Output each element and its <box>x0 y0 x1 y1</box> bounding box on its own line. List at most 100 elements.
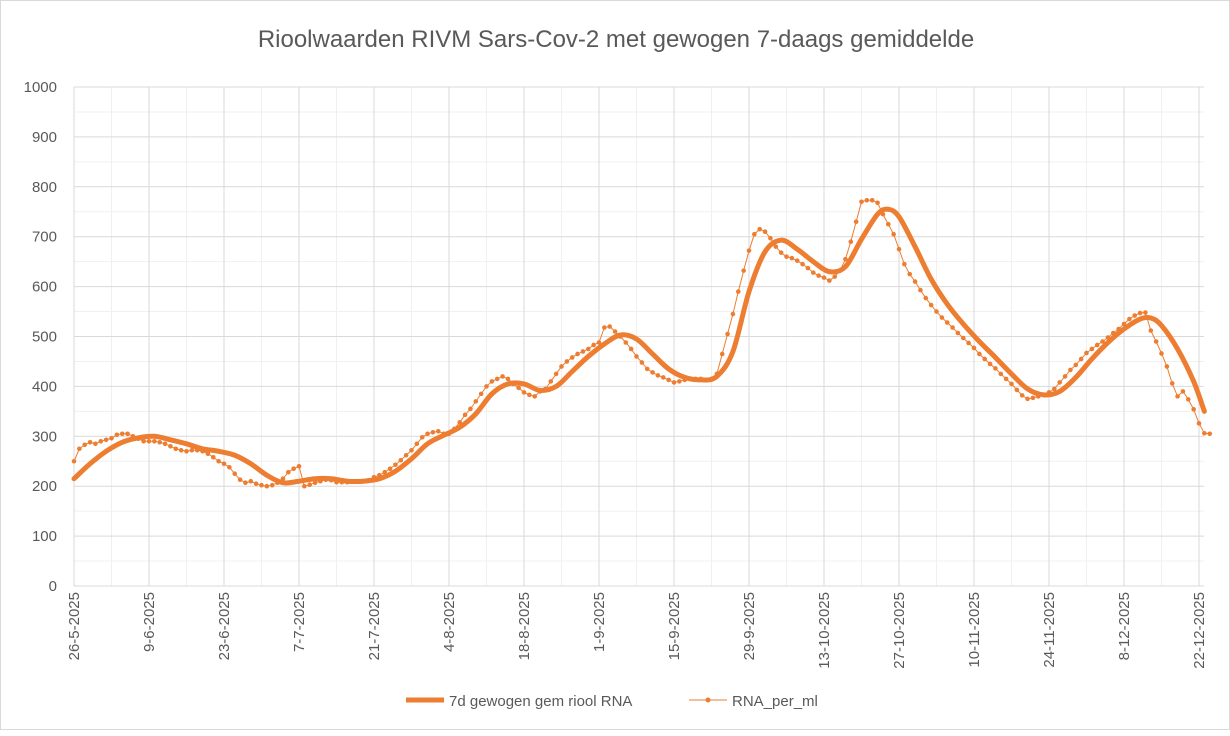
data-point-rna-per-ml <box>869 197 875 203</box>
data-point-rna-per-ml <box>516 385 521 391</box>
data-point-rna-per-ml <box>216 458 221 464</box>
data-point-rna-per-ml <box>677 379 682 384</box>
data-point-rna-per-ml <box>87 439 93 445</box>
data-point-rna-per-ml <box>302 483 307 489</box>
data-point-rna-per-ml <box>596 340 602 345</box>
data-point-rna-per-ml <box>403 452 409 458</box>
data-point-rna-per-ml <box>1127 316 1132 322</box>
data-point-rna-per-ml <box>1153 339 1159 344</box>
data-point-rna-per-ml <box>987 361 993 367</box>
data-point-rna-per-ml <box>1094 342 1100 348</box>
data-point-rna-per-ml <box>130 434 136 439</box>
y-tick-label: 600 <box>32 279 57 296</box>
data-point-rna-per-ml <box>259 482 264 488</box>
data-point-rna-per-ml <box>918 287 923 293</box>
data-point-rna-per-ml <box>93 441 98 447</box>
data-point-rna-per-ml <box>221 461 227 467</box>
y-axis: 0 100 200 300 400 500 600 700 800 900 1000 <box>24 79 57 595</box>
data-point-rna-per-ml <box>650 370 655 375</box>
data-point-rna-per-ml <box>966 340 971 346</box>
data-point-rna-per-ml <box>559 364 564 369</box>
data-point-rna-per-ml <box>655 373 661 378</box>
data-point-rna-per-ml <box>1105 335 1111 340</box>
data-point-rna-per-ml <box>607 324 613 329</box>
data-point-rna-per-ml <box>1169 381 1175 386</box>
data-point-rna-per-ml <box>409 447 414 453</box>
x-tick-label: 15-9-2025 <box>666 592 683 660</box>
data-point-rna-per-ml <box>585 346 591 352</box>
data-point-rna-per-ml <box>591 342 596 348</box>
data-point-rna-per-ml <box>350 478 355 484</box>
x-tick-label: 26-5-2025 <box>66 592 83 660</box>
x-tick-label: 29-9-2025 <box>741 592 758 660</box>
data-point-rna-per-ml <box>682 377 688 383</box>
x-tick-label: 9-6-2025 <box>141 592 158 652</box>
data-point-rna-per-ml <box>960 335 966 341</box>
data-point-rna-per-ml <box>532 394 538 399</box>
data-point-rna-per-ml <box>414 441 420 447</box>
data-point-rna-per-ml <box>103 437 109 443</box>
data-point-rna-per-ml <box>575 351 580 357</box>
data-point-rna-per-ml <box>832 274 838 279</box>
data-point-rna-per-ml <box>580 349 586 354</box>
data-point-rna-per-ml <box>462 412 468 418</box>
data-point-rna-per-ml <box>1132 313 1138 318</box>
data-point-rna-per-ml <box>210 454 216 460</box>
data-point-rna-per-ml <box>1030 395 1036 401</box>
data-point-rna-per-ml <box>1046 390 1052 395</box>
data-point-rna-per-ml <box>859 199 864 205</box>
data-point-rna-per-ml <box>98 438 104 444</box>
data-point-rna-per-ml <box>1137 310 1143 316</box>
data-point-rna-per-ml <box>382 469 388 475</box>
data-point-rna-per-ml <box>1073 362 1079 368</box>
data-point-rna-per-ml <box>618 334 623 339</box>
data-point-rna-per-ml <box>173 446 179 452</box>
data-point-rna-per-ml <box>1175 394 1180 399</box>
data-point-rna-per-ml <box>269 482 275 488</box>
data-point-rna-per-ml <box>505 376 511 382</box>
data-point-rna-per-ml <box>146 438 152 444</box>
data-point-rna-per-ml <box>693 376 698 382</box>
data-point-rna-per-ml <box>746 248 752 253</box>
x-tick-label: 21-7-2025 <box>366 592 383 660</box>
data-point-rna-per-ml <box>280 476 286 482</box>
data-point-rna-per-ml <box>205 451 211 457</box>
x-tick-label: 18-8-2025 <box>516 592 533 660</box>
x-tick-label: 4-8-2025 <box>441 592 458 652</box>
data-point-rna-per-ml <box>355 478 361 484</box>
data-point-rna-per-ml <box>312 480 318 486</box>
data-point-rna-per-ml <box>837 268 843 273</box>
data-point-rna-per-ml <box>714 371 720 377</box>
data-point-rna-per-ml <box>307 482 313 488</box>
data-point-rna-per-ml <box>569 355 575 360</box>
data-point-rna-per-ml <box>719 351 725 357</box>
data-point-rna-per-ml <box>1068 367 1073 373</box>
data-point-rna-per-ml <box>441 431 446 437</box>
data-point-rna-per-ml <box>944 320 950 325</box>
data-point-rna-per-ml <box>634 354 639 359</box>
data-point-rna-per-ml <box>602 325 607 330</box>
data-point-rna-per-ml <box>971 345 977 351</box>
data-point-rna-per-ml <box>896 246 902 252</box>
data-point-rna-per-ml <box>1110 330 1116 336</box>
x-tick-label: 24-11-2025 <box>1041 592 1058 668</box>
data-point-rna-per-ml <box>1035 394 1041 399</box>
data-point-rna-per-ml <box>698 376 704 382</box>
data-point-rna-per-ml <box>232 471 238 477</box>
data-point-rna-per-ml <box>660 375 666 380</box>
data-point-rna-per-ml <box>1121 321 1127 327</box>
data-point-rna-per-ml <box>82 442 88 448</box>
data-point-rna-per-ml <box>875 200 880 206</box>
data-point-rna-per-ml <box>360 478 366 484</box>
data-point-rna-per-ml <box>1185 397 1191 402</box>
data-point-rna-per-ml <box>371 474 377 480</box>
y-tick-label: 300 <box>32 428 57 445</box>
data-point-rna-per-ml <box>623 340 629 345</box>
data-point-rna-per-ml <box>671 380 677 385</box>
data-point-rna-per-ml <box>1202 431 1207 436</box>
y-tick-label: 900 <box>32 129 57 146</box>
data-point-rna-per-ml <box>152 438 157 444</box>
x-tick-label: 7-7-2025 <box>291 592 308 652</box>
data-point-rna-per-ml <box>446 431 452 437</box>
data-point-rna-per-ml <box>1025 396 1030 402</box>
